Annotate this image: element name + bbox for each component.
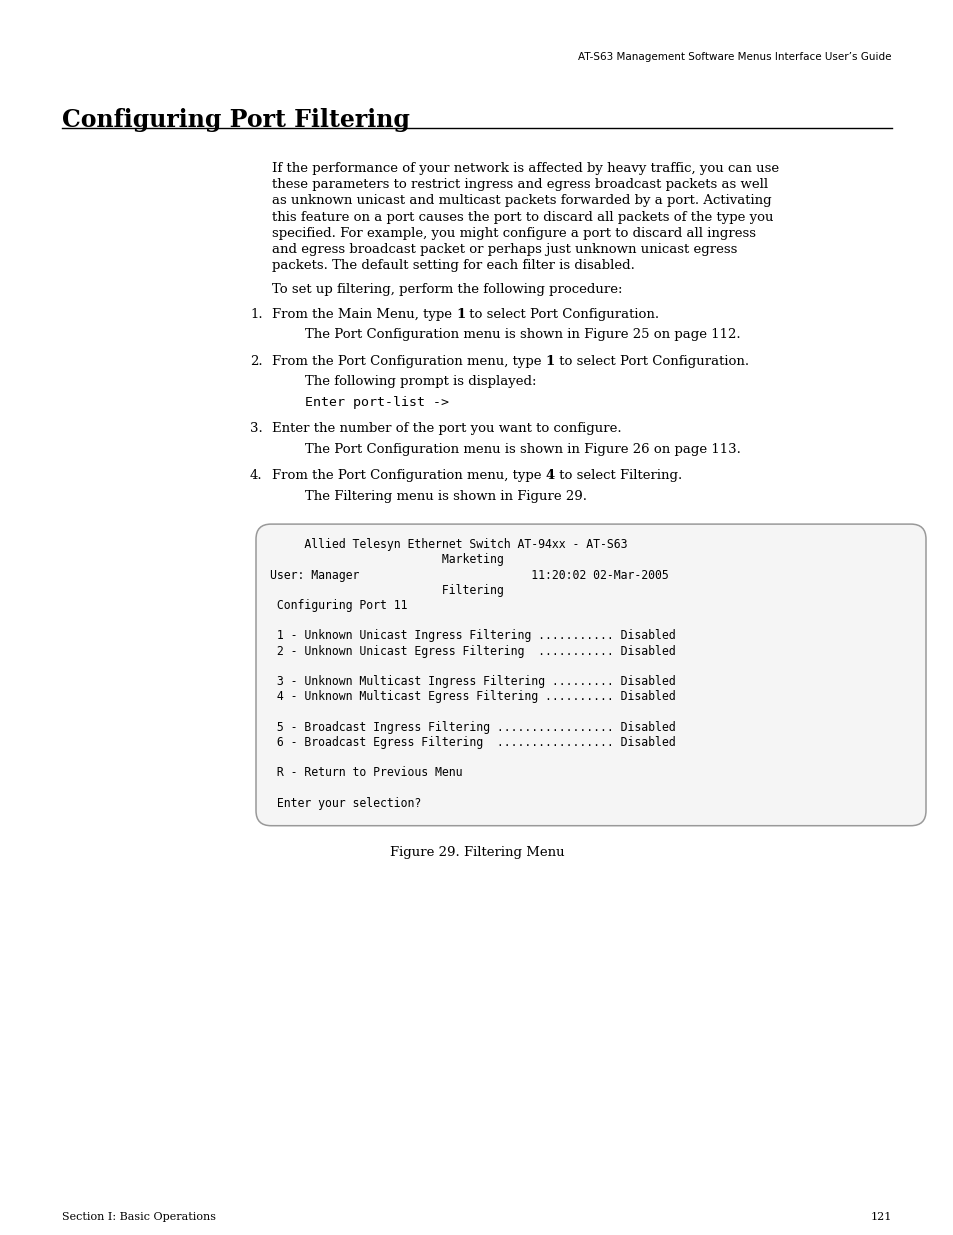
Text: The Port Configuration menu is shown in Figure 25 on page 112.: The Port Configuration menu is shown in … bbox=[305, 329, 740, 341]
Text: To set up filtering, perform the following procedure:: To set up filtering, perform the followi… bbox=[272, 283, 622, 296]
Text: 5 - Broadcast Ingress Filtering ................. Disabled: 5 - Broadcast Ingress Filtering ........… bbox=[270, 720, 675, 734]
Text: as unknown unicast and multicast packets forwarded by a port. Activating: as unknown unicast and multicast packets… bbox=[272, 194, 771, 207]
Text: The Filtering menu is shown in Figure 29.: The Filtering menu is shown in Figure 29… bbox=[305, 489, 586, 503]
Text: 6 - Broadcast Egress Filtering  ................. Disabled: 6 - Broadcast Egress Filtering .........… bbox=[270, 736, 675, 748]
Text: If the performance of your network is affected by heavy traffic, you can use: If the performance of your network is af… bbox=[272, 162, 779, 175]
Text: packets. The default setting for each filter is disabled.: packets. The default setting for each fi… bbox=[272, 259, 634, 272]
Text: and egress broadcast packet or perhaps just unknown unicast egress: and egress broadcast packet or perhaps j… bbox=[272, 243, 737, 256]
Text: specified. For example, you might configure a port to discard all ingress: specified. For example, you might config… bbox=[272, 227, 755, 240]
FancyBboxPatch shape bbox=[255, 524, 925, 826]
Text: Figure 29. Filtering Menu: Figure 29. Filtering Menu bbox=[389, 846, 564, 858]
Text: 1: 1 bbox=[456, 308, 465, 321]
Text: From the Main Menu, type: From the Main Menu, type bbox=[272, 308, 456, 321]
Text: Configuring Port Filtering: Configuring Port Filtering bbox=[62, 107, 410, 132]
Text: 1: 1 bbox=[545, 354, 555, 368]
Text: AT-S63 Management Software Menus Interface User’s Guide: AT-S63 Management Software Menus Interfa… bbox=[578, 52, 891, 62]
Text: 1 - Unknown Unicast Ingress Filtering ........... Disabled: 1 - Unknown Unicast Ingress Filtering ..… bbox=[270, 630, 675, 642]
Text: to select Port Configuration.: to select Port Configuration. bbox=[555, 354, 748, 368]
Text: Section I: Basic Operations: Section I: Basic Operations bbox=[62, 1212, 215, 1221]
Text: 2.: 2. bbox=[250, 354, 262, 368]
Text: User: Manager                         11:20:02 02-Mar-2005: User: Manager 11:20:02 02-Mar-2005 bbox=[270, 568, 668, 582]
Text: Filtering: Filtering bbox=[270, 584, 503, 597]
Text: From the Port Configuration menu, type: From the Port Configuration menu, type bbox=[272, 354, 545, 368]
Text: R - Return to Previous Menu: R - Return to Previous Menu bbox=[270, 766, 462, 779]
Text: Configuring Port 11: Configuring Port 11 bbox=[270, 599, 407, 611]
Text: 3 - Unknown Multicast Ingress Filtering ......... Disabled: 3 - Unknown Multicast Ingress Filtering … bbox=[270, 674, 675, 688]
Text: 1.: 1. bbox=[250, 308, 262, 321]
Text: The Port Configuration menu is shown in Figure 26 on page 113.: The Port Configuration menu is shown in … bbox=[305, 442, 740, 456]
Text: Enter your selection?: Enter your selection? bbox=[270, 797, 421, 809]
Text: Enter port-list ->: Enter port-list -> bbox=[305, 395, 449, 409]
Text: The following prompt is displayed:: The following prompt is displayed: bbox=[305, 375, 536, 388]
Text: From the Port Configuration menu, type: From the Port Configuration menu, type bbox=[272, 469, 545, 482]
Text: to select Port Configuration.: to select Port Configuration. bbox=[465, 308, 659, 321]
Text: 4 - Unknown Multicast Egress Filtering .......... Disabled: 4 - Unknown Multicast Egress Filtering .… bbox=[270, 690, 675, 703]
Text: 3.: 3. bbox=[250, 422, 262, 435]
Text: 4.: 4. bbox=[250, 469, 262, 482]
Text: 2 - Unknown Unicast Egress Filtering  ........... Disabled: 2 - Unknown Unicast Egress Filtering ...… bbox=[270, 645, 675, 657]
Text: Marketing: Marketing bbox=[270, 553, 503, 567]
Text: 4: 4 bbox=[545, 469, 555, 482]
Text: this feature on a port causes the port to discard all packets of the type you: this feature on a port causes the port t… bbox=[272, 211, 773, 224]
Text: these parameters to restrict ingress and egress broadcast packets as well: these parameters to restrict ingress and… bbox=[272, 178, 767, 191]
Text: Enter the number of the port you want to configure.: Enter the number of the port you want to… bbox=[272, 422, 621, 435]
Text: 121: 121 bbox=[870, 1212, 891, 1221]
Text: Allied Telesyn Ethernet Switch AT-94xx - AT-S63: Allied Telesyn Ethernet Switch AT-94xx -… bbox=[270, 538, 627, 551]
Text: to select Filtering.: to select Filtering. bbox=[555, 469, 681, 482]
